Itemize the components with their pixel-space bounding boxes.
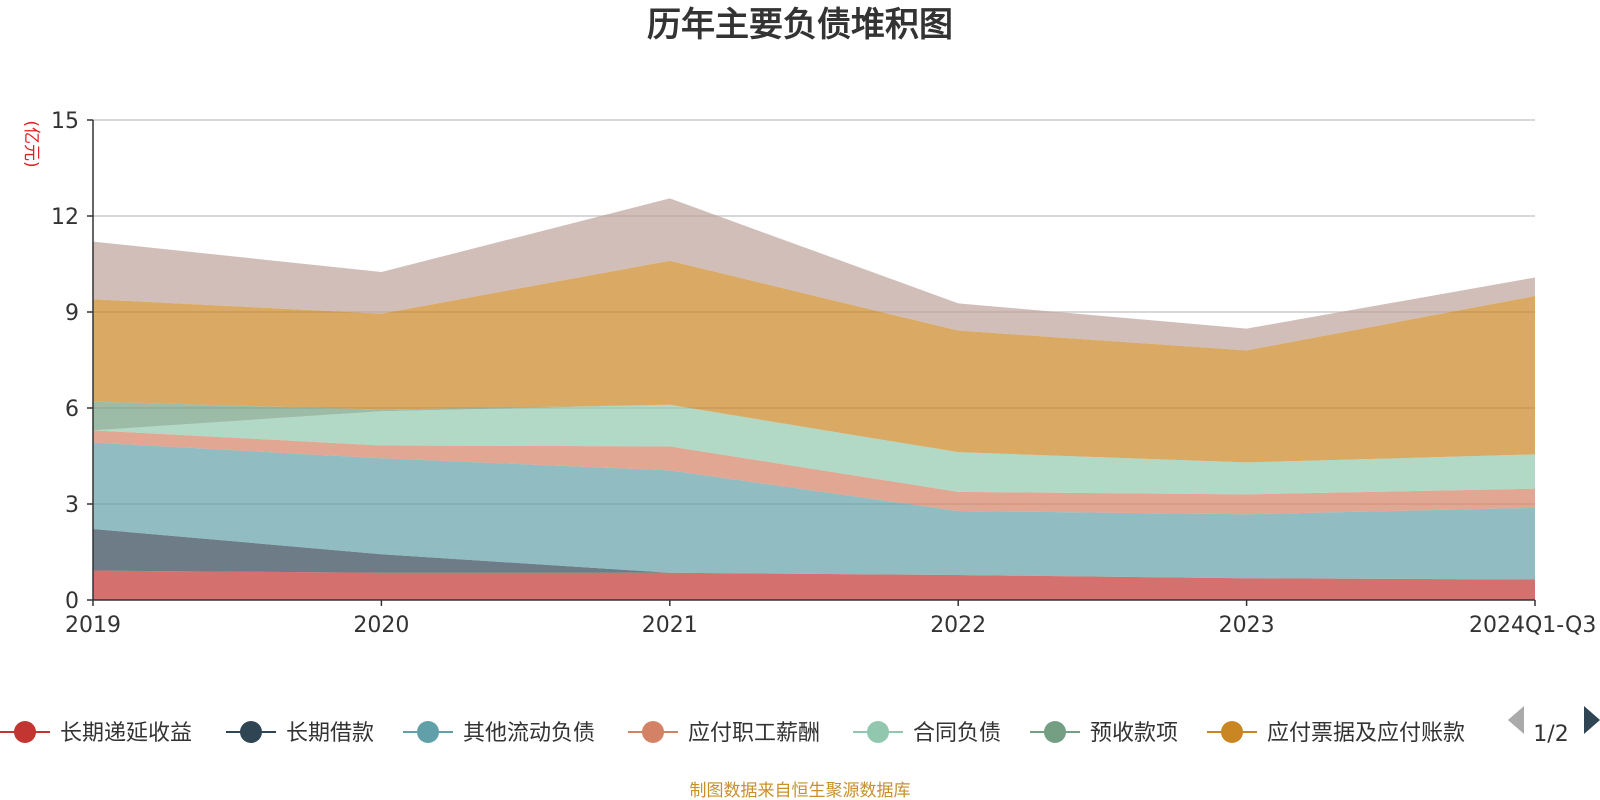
x-tick-label: 2019 <box>65 613 121 638</box>
legend-label: 其他流动负债 <box>463 721 595 746</box>
y-tick-label: 0 <box>65 589 79 614</box>
y-tick-label: 12 <box>51 205 79 230</box>
legend-prev-arrow-icon[interactable] <box>1508 706 1524 734</box>
area-series-4 <box>93 404 1535 495</box>
x-tick-label: 2024Q1-Q3 <box>1469 613 1596 638</box>
area-series-5 <box>93 401 1535 463</box>
source-note: 制图数据来自恒生聚源数据库 <box>690 781 911 800</box>
y-tick-label: 15 <box>51 109 79 134</box>
area-series-3 <box>93 430 1535 515</box>
legend: 长期递延收益 长期借款 其他流动负债 应付职工薪酬 合同负债 预收款项 应付票据及应付账款 <box>0 721 1465 746</box>
legend-label: 长期递延收益 <box>60 721 192 746</box>
area-series <box>93 198 1535 600</box>
legend-item[interactable]: 应付票据及应付账款 <box>1207 721 1465 746</box>
legend-label: 合同负债 <box>913 721 1001 746</box>
legend-marker <box>240 721 262 743</box>
legend-label: 应付职工薪酬 <box>688 721 820 746</box>
area-series-2 <box>93 442 1535 580</box>
legend-marker <box>1221 721 1243 743</box>
legend-marker <box>14 721 36 743</box>
legend-pager: 1/2 <box>1508 706 1600 747</box>
x-tick-label: 2023 <box>1219 613 1275 638</box>
x-tick-label: 2021 <box>642 613 698 638</box>
legend-item[interactable]: 其他流动负债 <box>403 721 595 746</box>
area-series-7 <box>93 198 1535 351</box>
y-tick-label: 6 <box>65 397 79 422</box>
legend-marker <box>1044 721 1066 743</box>
legend-next-arrow-icon[interactable] <box>1584 706 1600 734</box>
legend-page-indicator: 1/2 <box>1533 722 1568 747</box>
legend-item[interactable]: 合同负债 <box>853 721 1001 746</box>
legend-marker <box>642 721 664 743</box>
legend-item[interactable]: 长期递延收益 <box>0 721 192 746</box>
axes: 0 3 6 9 12 15 2019 2020 2021 2022 2023 2024Q1-Q3 <box>51 109 1596 638</box>
legend-marker <box>867 721 889 743</box>
x-tick-label: 2020 <box>353 613 409 638</box>
y-tick-label: 3 <box>65 493 79 518</box>
area-series-1 <box>93 528 1535 580</box>
legend-item[interactable]: 应付职工薪酬 <box>628 721 820 746</box>
legend-label: 预收款项 <box>1090 721 1178 746</box>
x-tick-label: 2022 <box>930 613 986 638</box>
area-series-0 <box>93 570 1535 600</box>
legend-item[interactable]: 预收款项 <box>1030 721 1178 746</box>
y-tick-label: 9 <box>65 301 79 326</box>
chart-title: 历年主要负债堆积图 <box>647 5 953 45</box>
legend-item[interactable]: 长期借款 <box>226 721 374 746</box>
legend-marker <box>417 721 439 743</box>
legend-label: 应付票据及应付账款 <box>1267 721 1465 746</box>
legend-label: 长期借款 <box>286 721 374 746</box>
area-series-6 <box>93 260 1535 463</box>
unit-label: (亿元) <box>21 120 41 167</box>
